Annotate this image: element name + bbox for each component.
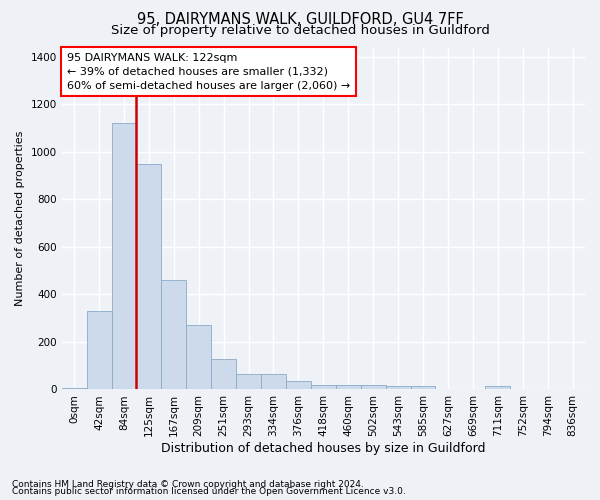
Bar (410, 386, 436, 390)
Bar (361, 384, 386, 390)
Bar (62, 388, 86, 390)
Text: Contains HM Land Registry data © Crown copyright and database right 2024.: Contains HM Land Registry data © Crown c… (12, 480, 364, 489)
X-axis label: Distribution of detached houses by size in Guildford: Distribution of detached houses by size … (161, 442, 485, 455)
Bar (211, 358, 236, 390)
Y-axis label: Number of detached properties: Number of detached properties (15, 131, 25, 306)
Bar (86, 311, 112, 390)
Text: 95 DAIRYMANS WALK: 122sqm
← 39% of detached houses are smaller (1,332)
60% of se: 95 DAIRYMANS WALK: 122sqm ← 39% of detac… (67, 52, 350, 90)
Bar (136, 164, 161, 390)
Bar (286, 381, 311, 390)
Bar (186, 326, 211, 390)
Bar (485, 386, 510, 390)
Text: Size of property relative to detached houses in Guildford: Size of property relative to detached ho… (110, 24, 490, 37)
Bar (161, 280, 186, 390)
Text: Contains public sector information licensed under the Open Government Licence v3: Contains public sector information licen… (12, 487, 406, 496)
Bar (112, 124, 136, 390)
Bar (386, 386, 410, 390)
Bar (336, 384, 361, 390)
Bar (236, 374, 261, 390)
Bar (261, 374, 286, 390)
Text: 95, DAIRYMANS WALK, GUILDFORD, GU4 7FF: 95, DAIRYMANS WALK, GUILDFORD, GU4 7FF (137, 12, 463, 28)
Bar (311, 384, 336, 390)
